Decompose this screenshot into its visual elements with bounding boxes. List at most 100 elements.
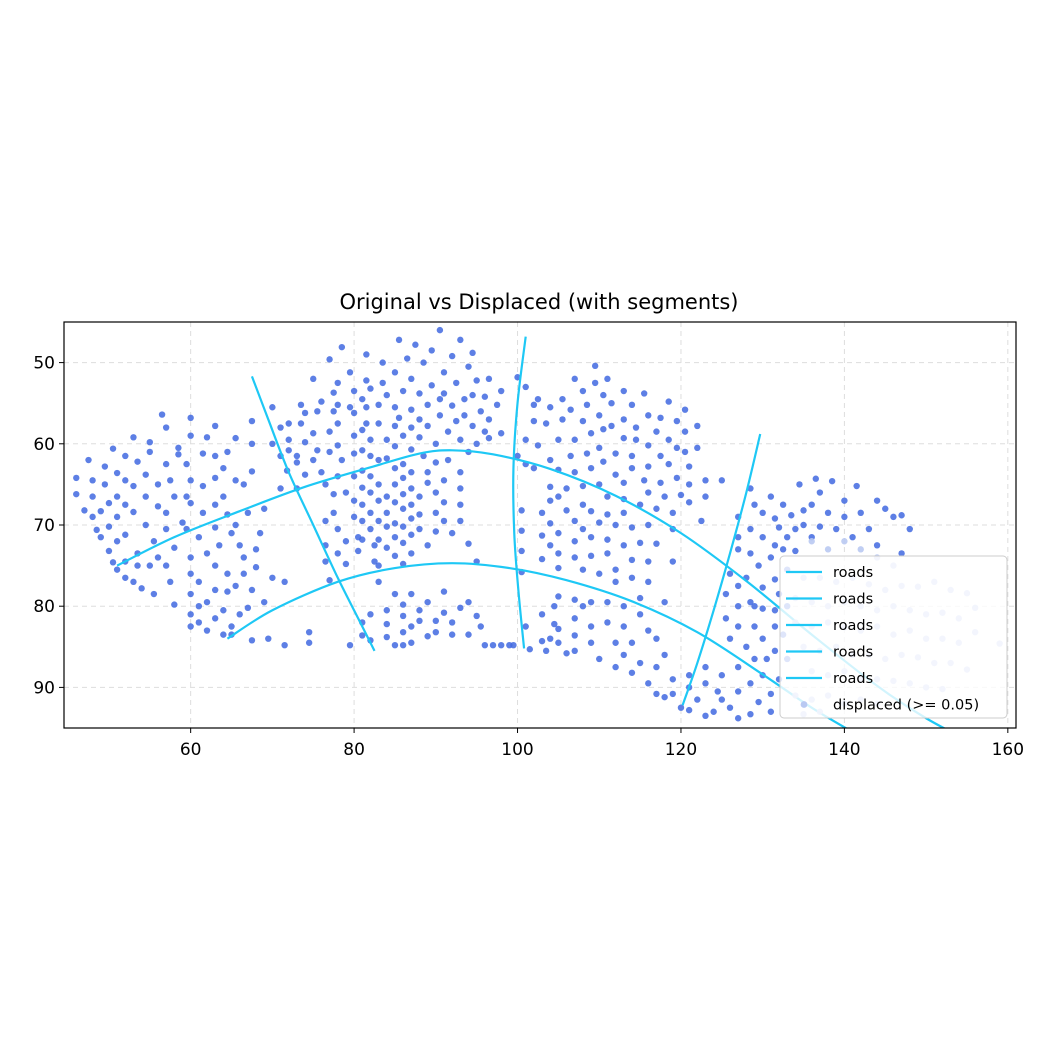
data-point [301,438,309,446]
data-point [236,542,243,549]
data-point [408,639,415,646]
data-point [497,430,505,437]
data-point [653,540,660,547]
data-point [265,635,272,642]
data-point [171,601,178,608]
data-point [685,706,693,714]
legend-box [779,555,1008,719]
data-point [530,464,538,472]
data-point [734,663,742,671]
data-point [865,525,873,533]
data-point [130,508,137,516]
data-point [167,477,174,484]
data-point [248,468,256,475]
data-point [408,515,415,522]
data-point [350,513,358,521]
data-point [408,375,415,383]
data-point [122,477,129,484]
data-point [375,456,382,464]
data-point [432,440,440,447]
data-point [338,343,346,351]
data-point [702,680,709,687]
x-axis: 60 80 100 120 140 160 [180,728,1024,760]
data-point [330,490,337,498]
data-point [702,477,709,484]
data-point [673,444,681,452]
data-point [841,497,848,504]
data-point [334,442,341,449]
data-point [759,635,766,642]
data-point [440,499,448,506]
data-point [514,452,521,460]
data-point [751,603,758,610]
data-point [244,509,252,517]
data-point [297,401,305,409]
data-point [587,623,595,630]
data-point [211,562,219,569]
data-point [203,627,211,634]
data-point [269,574,276,581]
data-point [146,448,154,456]
data-point [628,556,636,564]
data-point [457,336,464,344]
data-point [424,422,431,430]
data-point [571,436,578,443]
data-point [612,663,619,671]
legend: roads roads roads roads roads displaced (>= 0… [779,555,1008,719]
data-point [489,641,497,649]
data-point [142,521,149,529]
data-point [596,444,603,452]
data-point [710,708,717,715]
data-point [542,420,550,427]
data-point [89,493,96,500]
data-point [399,523,407,530]
data-point [399,490,407,498]
data-point [350,497,358,504]
data-point [363,351,370,358]
data-point [391,533,399,541]
data-point [841,513,848,521]
data-point [755,562,762,569]
data-point [416,511,423,518]
data-point [469,391,476,399]
data-point [669,558,676,565]
data-point [154,554,162,561]
data-point [113,513,121,521]
data-point [898,512,905,519]
data-point [669,509,676,517]
data-point [391,481,399,488]
data-point [256,529,264,537]
data-point [142,471,149,478]
data-point [432,489,440,496]
data-point [620,434,627,442]
data-point [436,412,444,419]
data-point [457,517,464,525]
data-point [547,456,554,464]
data-point [346,641,354,649]
data-point [187,611,194,618]
data-point [591,362,599,370]
data-point [195,578,203,586]
data-point [653,663,660,671]
data-point [314,447,321,454]
data-point [269,440,276,447]
data-point [367,436,374,443]
data-point [555,593,562,600]
data-point [350,409,358,417]
data-point [113,566,121,573]
data-point [310,456,317,464]
data-point [645,558,652,565]
data-point [559,395,566,403]
data-point [873,497,881,504]
data-point [281,641,288,649]
y-tick-label: 80 [33,597,55,617]
data-point [636,659,644,667]
legend-label: roads [833,645,873,661]
data-point [747,710,754,718]
data-point [640,477,648,484]
data-point [702,493,709,500]
data-point [408,469,415,476]
data-point [391,404,399,411]
data-point [620,542,627,549]
data-point [211,422,219,430]
